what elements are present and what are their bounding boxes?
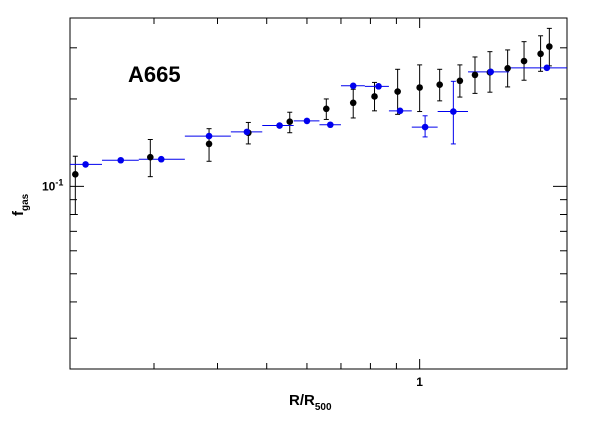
data-point-black: [371, 93, 378, 100]
x-axis-title-sub: 500: [315, 402, 332, 413]
data-point-blue: [487, 68, 495, 76]
y-tick-label: 10-1: [42, 177, 63, 193]
data-point-blue: [396, 107, 404, 115]
data-point-blue: [375, 83, 382, 90]
data-point-blue: [117, 156, 125, 164]
y-tick-label-exponent: -1: [55, 177, 63, 187]
y-axis-title-main: f: [10, 210, 27, 216]
data-point-black: [205, 140, 213, 148]
x-axis-title: R/R500: [289, 392, 332, 413]
data-point-blue: [349, 82, 357, 90]
data-points: [72, 43, 553, 178]
data-point-blue: [82, 161, 89, 168]
error-bars: [70, 27, 567, 216]
x-axis-title-main: R/R: [289, 392, 315, 409]
data-point-blue: [327, 121, 334, 129]
data-point-black: [520, 57, 528, 65]
data-point-blue: [157, 155, 165, 163]
data-point-blue: [243, 128, 251, 136]
data-point-black: [416, 84, 423, 91]
data-point-black: [147, 153, 154, 161]
tick-labels: 1 10-1: [42, 177, 423, 389]
data-point-black: [456, 77, 464, 85]
chart-annotation: A665: [128, 62, 181, 87]
data-point-black: [394, 88, 401, 95]
data-point-blue: [421, 123, 429, 131]
plot-frame: [69, 17, 568, 370]
axis-ticks: [70, 18, 567, 369]
data-point-blue: [205, 132, 213, 140]
x-tick-label: 1: [416, 375, 423, 389]
data-point-blue: [450, 108, 457, 115]
data-point-black: [322, 105, 330, 113]
data-point-blue: [276, 122, 283, 129]
data-point-black: [72, 171, 79, 178]
data-point-black: [286, 118, 294, 125]
y-axis-title-sub: gas: [20, 193, 31, 211]
y-axis-title: fgas: [10, 193, 31, 216]
data-point-blue: [543, 64, 551, 72]
data-point-black: [546, 43, 553, 50]
data-point-black: [471, 71, 479, 79]
data-point-black: [537, 50, 544, 58]
data-point-black: [436, 81, 443, 88]
data-point-black: [504, 65, 511, 72]
data-point-blue: [303, 117, 311, 125]
data-point-black: [349, 99, 357, 107]
